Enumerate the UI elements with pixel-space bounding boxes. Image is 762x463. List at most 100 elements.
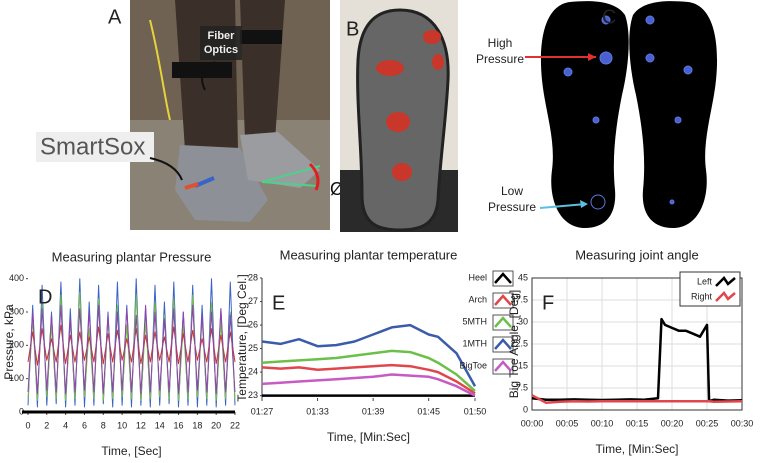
legend-box: [492, 292, 514, 309]
y-tick-label: 300: [9, 306, 24, 316]
y-tick-label: 0: [523, 404, 528, 414]
callout-text: Pressure: [476, 52, 524, 66]
x-axis-label: Time, [Min:Sec]: [596, 442, 679, 456]
sensor-mark: [184, 182, 199, 190]
x-axis-label: Time, [Sec]: [101, 444, 161, 458]
foot: [540, 1, 629, 228]
legend-symbol: [494, 360, 512, 372]
legend-label: 5MTH: [463, 316, 488, 326]
series-line: [531, 317, 743, 403]
chart-title: Measuring plantar Pressure: [52, 249, 212, 264]
series-line: [261, 349, 476, 392]
x-tick-label: 18: [192, 420, 202, 430]
y-tick-label: 24: [248, 366, 258, 376]
panel-label: B: [346, 18, 359, 40]
x-tick-label: 20: [211, 420, 221, 430]
brand-callout-box: [36, 132, 154, 162]
x-tick-label: 01:33: [306, 406, 329, 416]
sensor-patch: [376, 60, 404, 76]
leg: [175, 0, 238, 160]
callout-arrow: [201, 61, 216, 91]
x-tick-label: 01:39: [362, 406, 385, 416]
pressure-dot: [674, 116, 682, 124]
pressure-dot: [563, 67, 573, 77]
y-tick-label: 400: [9, 273, 24, 283]
angle-lines: [261, 165, 321, 187]
legend-label: Left: [697, 276, 713, 286]
sensor-patch: [386, 112, 410, 132]
y-tick-label: 0: [19, 406, 24, 416]
legend-label: Right: [691, 291, 713, 301]
callout-text: Optics: [204, 44, 238, 56]
y-tick-label: 7.5: [515, 382, 528, 392]
series-line: [261, 373, 476, 397]
arrow-head: [588, 53, 596, 61]
legend-box: [492, 314, 514, 331]
series-line: [261, 363, 476, 395]
plot-frame: [531, 277, 743, 411]
sock: [175, 145, 268, 222]
series-line: [261, 323, 477, 387]
y-tick-label: 15: [518, 360, 528, 370]
pressure-map: C High Pressure Low Pressure: [476, 1, 718, 228]
y-tick-label: 30: [518, 316, 528, 326]
legend-label: Heel: [468, 272, 487, 282]
y-tick-label: 22.5: [510, 338, 528, 348]
y-axis-label: Big Toe Angle, [Deg]: [507, 290, 521, 399]
x-tick-label: 14: [155, 420, 165, 430]
x-tick-label: 2: [44, 420, 49, 430]
x-tick-label: 22: [230, 420, 240, 430]
callout-text: Low: [501, 184, 523, 198]
legend-symbol: [494, 272, 512, 284]
y-tick-label: 23: [248, 390, 258, 400]
fiber-callout-box: [200, 26, 242, 60]
x-tick-label: 10: [117, 420, 127, 430]
y-axis-label: Temperature, [Deg Cel.]: [235, 274, 249, 401]
callout-arrow: [149, 157, 183, 181]
legend-label: 1MTH: [463, 338, 488, 348]
legend-symbol: [715, 291, 736, 302]
panel-label: A: [108, 6, 122, 28]
x-tick-label: 01:27: [251, 406, 274, 416]
sensor-patch: [423, 30, 441, 44]
x-tick-label: 00:30: [731, 418, 754, 428]
pressure-dots: [563, 15, 693, 210]
x-tick-label: 6: [82, 420, 87, 430]
y-tick-label: 45: [518, 272, 528, 282]
x-tick-label: 00:00: [521, 418, 544, 428]
legend-label: BigToe: [459, 360, 487, 370]
x-axis-label: Time, [Min:Sec]: [327, 430, 410, 444]
legend-box: [492, 270, 514, 287]
sock: [240, 132, 320, 188]
series-line: [27, 304, 236, 395]
x-tick-label: 00:05: [556, 418, 579, 428]
legend-frame: [679, 271, 741, 307]
x-tick-label: 16: [174, 420, 184, 430]
x-tick-label: 01:50: [464, 406, 487, 416]
series-line: [531, 394, 743, 404]
pressure-dot: [669, 199, 675, 205]
foot: [629, 1, 718, 228]
legend-symbol: [715, 276, 736, 287]
x-tick-label: 4: [63, 420, 68, 430]
y-tick-label: 25: [248, 343, 258, 353]
y-tick-label: 27: [248, 296, 258, 306]
strap: [172, 62, 232, 78]
y-tick-label: 28: [248, 272, 258, 282]
sensor-patch: [392, 163, 412, 181]
arrow: [539, 203, 587, 209]
pressure-dot: [590, 194, 606, 210]
panel-label: C: [602, 6, 616, 28]
legend-box: [492, 336, 514, 353]
panel-label: D: [38, 286, 52, 308]
pressure-dot: [645, 15, 655, 25]
callout-text: High: [488, 36, 513, 50]
legend-symbol: [494, 294, 512, 306]
legend-label: Arch: [468, 294, 487, 304]
x-tick-label: 0: [25, 420, 30, 430]
chart-title: Measuring joint angle: [575, 247, 699, 262]
angle-arc: [308, 162, 320, 191]
y-tick-label: 200: [9, 340, 24, 350]
photo-b: B: [340, 0, 458, 232]
